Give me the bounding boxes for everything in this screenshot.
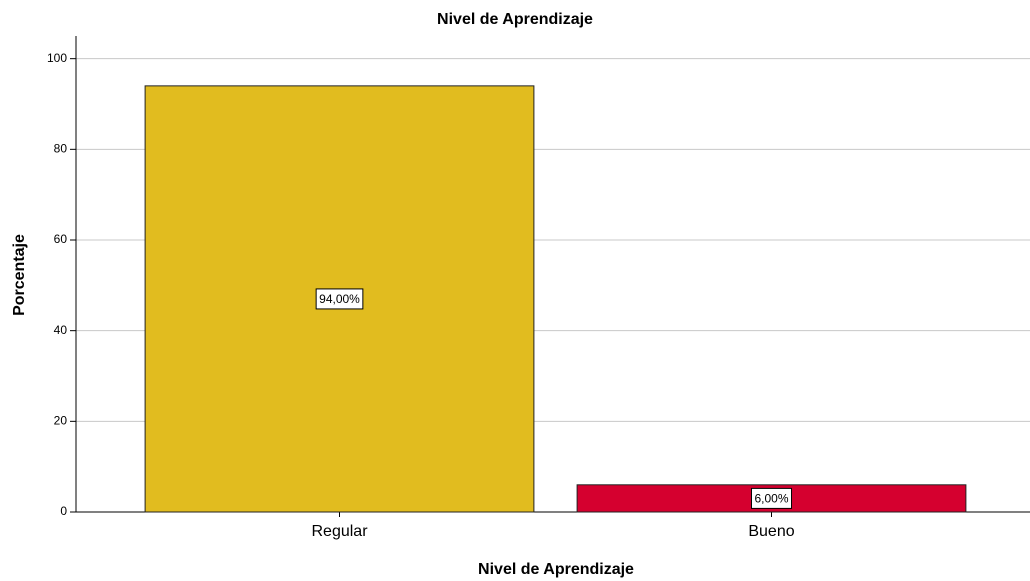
x-tick-label: Bueno — [748, 523, 794, 540]
y-tick-label: 20 — [54, 414, 68, 428]
x-axis-title: Nivel de Aprendizaje — [478, 561, 634, 578]
y-tick-label: 80 — [54, 142, 68, 156]
value-label: 6,00% — [754, 492, 788, 506]
x-tick-label: Regular — [311, 523, 368, 540]
y-tick-label: 0 — [60, 504, 67, 518]
value-label-box — [315, 288, 364, 310]
y-tick-label: 100 — [47, 51, 67, 65]
value-label-box — [750, 487, 793, 509]
y-tick-label: 60 — [54, 232, 68, 246]
chart-title: Nivel de Aprendizaje — [437, 11, 593, 28]
y-axis-title: Porcentaje — [11, 234, 28, 316]
value-label: 94,00% — [319, 292, 360, 306]
y-tick-label: 40 — [54, 323, 68, 337]
